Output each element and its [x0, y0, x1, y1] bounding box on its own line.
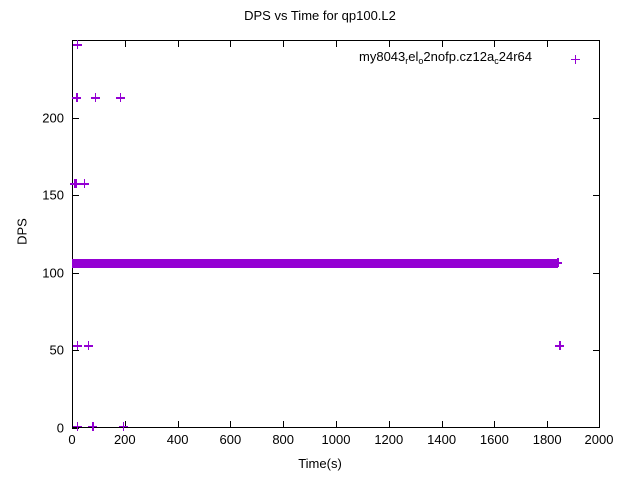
xtick-label-800: 800	[272, 432, 295, 447]
xtick-mark-top-1400	[441, 40, 443, 47]
xtick-mark-600	[230, 421, 232, 428]
xtick-label-1000: 1000	[321, 432, 351, 447]
xtick-mark-200	[124, 421, 126, 428]
xtick-mark-top-1600	[494, 40, 496, 47]
legend-entry-label: my8043relo2nofp.cz12ac24r64	[359, 49, 532, 66]
ytick-label-50: 50	[49, 342, 64, 358]
ytick-label-200: 200	[42, 110, 64, 126]
xtick-mark-1000	[336, 421, 337, 428]
xtick-mark-top-1800	[547, 40, 549, 47]
xtick-mark-1600	[494, 421, 496, 428]
xtick-mark-top-200	[124, 40, 126, 47]
xtick-mark-800	[283, 421, 285, 428]
xtick-mark-1800	[547, 421, 549, 428]
xtick-label-1800: 1800	[532, 432, 562, 447]
xtick-label-400: 400	[166, 432, 189, 447]
xtick-label-2000: 2000	[584, 432, 614, 447]
xtick-mark-1400	[441, 421, 443, 428]
ytick-mark-100	[72, 272, 79, 274]
plot-area	[72, 40, 600, 428]
xtick-label-0: 0	[68, 432, 76, 447]
xtick-label-1200: 1200	[374, 432, 404, 447]
xtick-mark-top-400	[177, 40, 179, 47]
xtick-label-1400: 1400	[427, 432, 457, 447]
ytick-mark-right-150	[593, 195, 600, 197]
ytick-mark-150	[72, 195, 79, 197]
ytick-label-0: 0	[56, 420, 64, 436]
xtick-mark-top-1200	[388, 40, 390, 47]
xtick-label-1600: 1600	[479, 432, 509, 447]
ytick-mark-right-50	[593, 350, 600, 352]
dense-marker-band	[72, 258, 558, 268]
xtick-mark-top-600	[230, 40, 232, 47]
xtick-mark-400	[177, 421, 179, 428]
y-axis-label: DPS	[14, 218, 30, 245]
xtick-mark-0	[72, 421, 73, 428]
chart-title: DPS vs Time for qp100.L2	[244, 8, 396, 23]
xtick-label-600: 600	[219, 432, 242, 447]
ytick-mark-0	[72, 428, 79, 429]
x-axis-label: Time(s)	[298, 456, 342, 471]
xtick-mark-1200	[388, 421, 390, 428]
ytick-mark-200	[72, 117, 79, 119]
ytick-label-100: 100	[42, 265, 64, 281]
ytick-label-150: 150	[42, 187, 64, 203]
xtick-label-200: 200	[113, 432, 136, 447]
xtick-mark-2000	[599, 421, 600, 428]
ytick-mark-50	[72, 350, 79, 352]
xtick-mark-top-1000	[336, 40, 337, 47]
ytick-mark-right-200	[593, 117, 600, 119]
ytick-mark-right-100	[593, 272, 600, 274]
legend-marker-plus-icon	[570, 54, 580, 64]
xtick-mark-top-800	[283, 40, 285, 47]
